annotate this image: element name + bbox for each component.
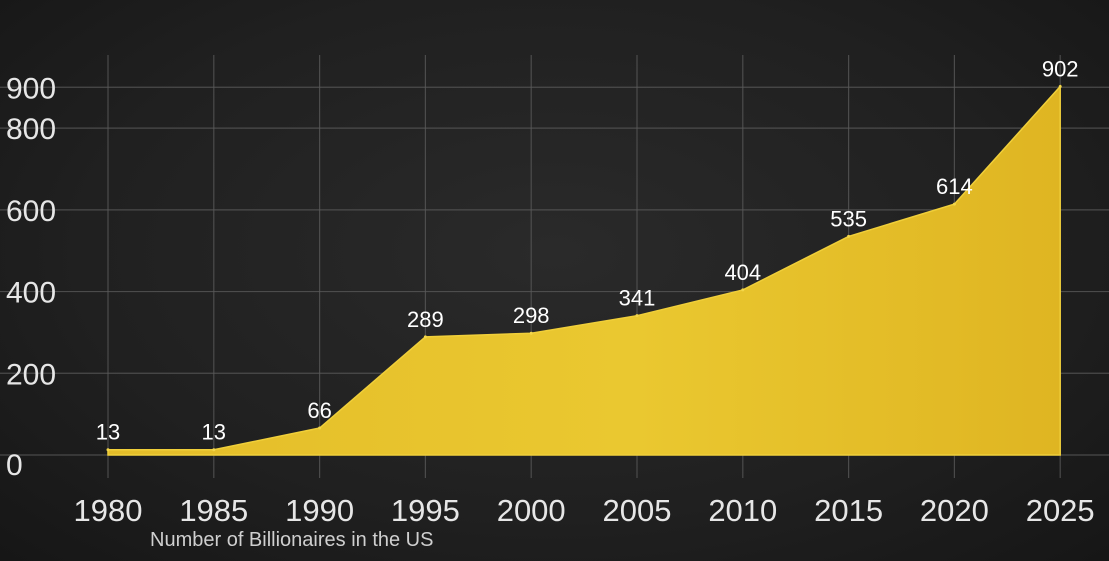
x-tick-label: 2020 xyxy=(920,493,989,528)
x-tick-label: 2010 xyxy=(708,493,777,528)
data-label: 289 xyxy=(407,307,444,332)
data-point xyxy=(529,331,533,335)
data-label: 404 xyxy=(724,260,761,285)
data-point xyxy=(318,426,322,430)
y-axis-ticks: 0 200 400 600 800 900 xyxy=(6,72,56,482)
x-tick-label: 1985 xyxy=(179,493,248,528)
x-tick-label: 1995 xyxy=(391,493,460,528)
x-axis-ticks: 1980 1985 1990 1995 2000 2005 2010 2015 2020 2025 xyxy=(74,493,1095,528)
area-series xyxy=(106,84,1062,456)
data-label: 66 xyxy=(307,398,331,423)
data-point xyxy=(741,288,745,292)
x-tick-label: 2025 xyxy=(1026,493,1095,528)
data-label: 298 xyxy=(513,303,550,328)
x-tick-label: 2000 xyxy=(497,493,566,528)
data-point xyxy=(423,335,427,339)
x-tick-label: 2005 xyxy=(603,493,672,528)
x-tick-label: 1990 xyxy=(285,493,354,528)
data-label: 614 xyxy=(936,174,973,199)
data-point xyxy=(847,234,851,238)
data-point xyxy=(1058,84,1062,88)
data-label: 535 xyxy=(830,206,867,231)
y-tick-label: 200 xyxy=(6,358,56,391)
data-point xyxy=(952,202,956,206)
y-tick-label: 0 xyxy=(6,449,23,482)
data-label: 13 xyxy=(202,420,226,445)
y-tick-label: 600 xyxy=(6,195,56,228)
data-point xyxy=(212,448,216,452)
data-point xyxy=(635,314,639,318)
data-label: 902 xyxy=(1042,56,1079,81)
y-tick-label: 400 xyxy=(6,277,56,310)
data-point xyxy=(106,448,110,452)
y-tick-label: 800 xyxy=(6,113,56,146)
x-axis-label: Number of Billionaires in the US xyxy=(150,529,433,551)
data-label: 13 xyxy=(96,420,120,445)
data-labels: 13 13 66 289 298 341 404 535 614 902 xyxy=(96,56,1079,444)
area-fill xyxy=(107,84,1061,456)
data-label: 341 xyxy=(619,286,656,311)
x-tick-label: 2015 xyxy=(814,493,883,528)
y-tick-label: 900 xyxy=(6,72,56,105)
x-tick-label: 1980 xyxy=(74,493,143,528)
